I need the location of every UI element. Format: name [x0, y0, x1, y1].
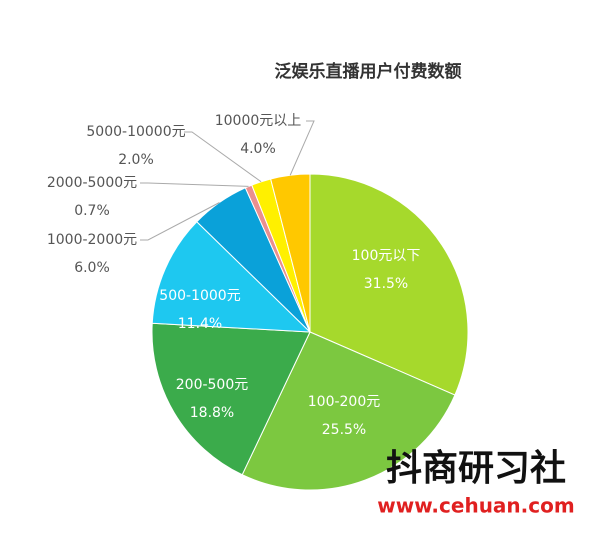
value-label: 25.5%: [322, 422, 366, 438]
pie-slice: [309, 173, 469, 396]
value-label: 11.4%: [178, 316, 222, 332]
leader-line: [289, 120, 315, 176]
pie-slice: [241, 331, 456, 491]
watermark-brand: 抖商研习社: [386, 448, 566, 489]
slice-label: 200-500元: [176, 377, 249, 393]
watermark-url: www.cehuan.com: [377, 494, 574, 518]
value-label: 6.0%: [74, 260, 110, 276]
leader-line: [140, 182, 249, 187]
leader-line: [184, 131, 262, 183]
slice-label: 10000元以上: [215, 113, 302, 129]
slice-label: 500-1000元: [159, 288, 240, 304]
slice-label: 100元以下: [352, 248, 421, 264]
slice-label: 2000-5000元: [47, 175, 137, 191]
slice-label: 1000-2000元: [47, 232, 137, 248]
slice-label: 100-200元: [308, 394, 381, 410]
value-label: 2.0%: [118, 152, 154, 168]
pie-slice: [151, 221, 312, 333]
value-label: 0.7%: [74, 203, 110, 219]
value-label: 4.0%: [240, 141, 276, 157]
pie-slice: [270, 173, 311, 333]
value-label: 31.5%: [364, 276, 408, 292]
chart-title: 泛娱乐直播用户付费数额: [275, 61, 462, 82]
slice-label: 5000-10000元: [86, 124, 185, 140]
value-label: 18.8%: [190, 405, 234, 421]
leader-line: [140, 202, 220, 241]
pie-slice: [151, 322, 311, 476]
